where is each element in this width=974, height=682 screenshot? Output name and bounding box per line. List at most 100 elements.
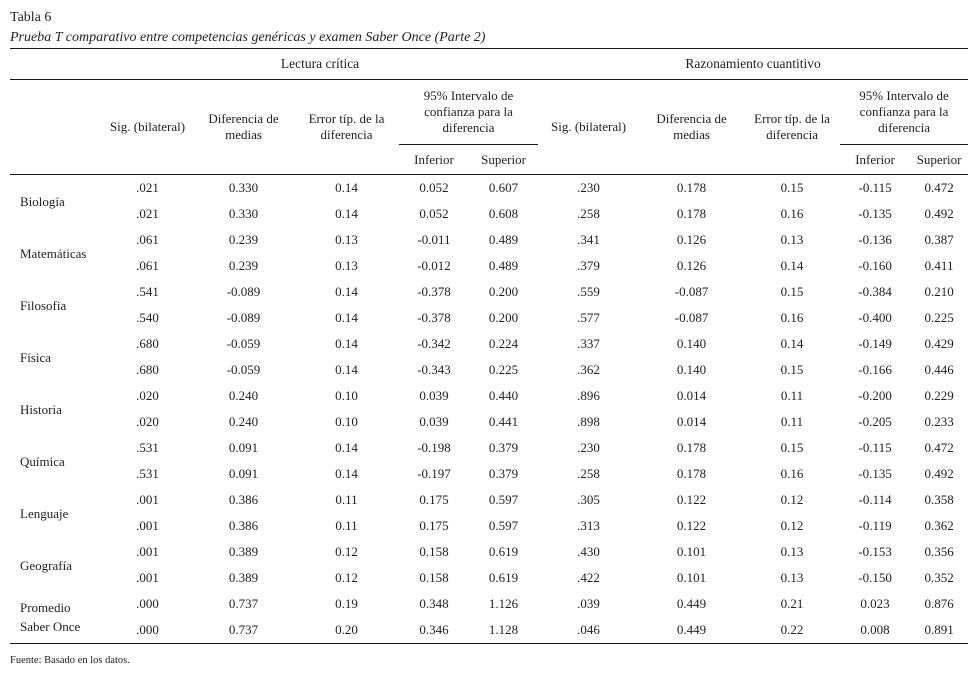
data-cell: 0.330 — [228, 180, 259, 195]
data-cell: 0.11 — [335, 492, 358, 507]
row-label: Historia — [20, 401, 62, 417]
data-cell: .305 — [577, 492, 600, 507]
data-cell: 1.128 — [469, 617, 539, 644]
subheader-row: Inferior Superior Inferior Superior — [10, 144, 969, 175]
column-header-row: Sig. (bilateral) Diferencia de medias Er… — [10, 79, 969, 175]
row-label: Biología — [20, 193, 65, 209]
data-cell: 0.607 — [488, 180, 519, 195]
group-header-row: Lectura crítica Razonamiento cuantitivo — [10, 48, 969, 80]
data-cell: 0.140 — [676, 336, 707, 351]
data-cell: -0.197 — [417, 466, 451, 481]
data-cell: 0.14 — [335, 180, 358, 195]
data-cell: 0.619 — [488, 544, 519, 559]
data-cell: .039 — [577, 596, 600, 611]
data-cell: .020 — [136, 414, 159, 429]
data-row: Promedio Saber Once .000 0.737 0.19 0.348 1.1… — [10, 591, 968, 644]
table-header: Lectura crítica Razonamiento cuantitivo … — [10, 48, 969, 175]
row-label: Química — [20, 453, 65, 469]
data-cell: 0.178 — [676, 466, 707, 481]
data-cell: 0.233 — [924, 414, 954, 429]
data-cell: .230 — [577, 180, 600, 195]
data-cell: 0.386 — [228, 492, 259, 507]
data-cell: 0.387 — [924, 232, 954, 247]
data-cell: 0.876 — [924, 596, 954, 611]
data-cell: 0.16 — [780, 310, 804, 325]
data-cell: .531 — [136, 466, 159, 481]
data-cell: 0.16 — [780, 466, 804, 481]
data-row: Matemáticas .061 0.239 0.13 -0.011 0.489 .341 0… — [10, 227, 968, 261]
data-cell: 0.008 — [840, 617, 911, 644]
data-cell: 0.379 — [488, 440, 519, 455]
data-cell: 1.126 — [488, 596, 519, 611]
data-cell: -0.059 — [226, 362, 261, 377]
data-cell: 0.200 — [488, 284, 519, 299]
data-cell: 0.178 — [676, 440, 707, 455]
data-cell: 0.489 — [488, 232, 519, 247]
data-cell: 0.158 — [419, 570, 449, 585]
data-cell: 0.472 — [924, 440, 954, 455]
data-cell: -0.205 — [858, 414, 892, 429]
data-cell: -0.087 — [674, 310, 709, 325]
data-cell: .341 — [577, 232, 600, 247]
data-row: .680 -0.059 0.14 -0.343 0.225 .362 0.140 0.15 -0… — [10, 357, 968, 383]
data-cell: 0.13 — [335, 232, 358, 247]
data-cell: -0.115 — [858, 180, 892, 195]
col-header-err-lc-label: Error típ. de la diferencia — [308, 111, 385, 142]
col-header-ci-lc: 95% Intervalo de confianza para la difer… — [399, 79, 539, 145]
data-cell: 0.441 — [488, 414, 519, 429]
data-row: Lenguaje .001 0.386 0.11 0.175 0.597 .305 0.122… — [10, 487, 968, 521]
data-cell: -0.153 — [858, 544, 892, 559]
data-cell: -0.149 — [858, 336, 892, 351]
data-cell: .061 — [136, 258, 159, 273]
col-header-err-lc: Error típ. de la diferencia — [294, 79, 399, 175]
data-cell: 0.14 — [335, 310, 358, 325]
col-header-sig-rc-label: Sig. (bilateral) — [551, 119, 627, 134]
data-cell: .001 — [136, 570, 159, 585]
data-cell: .258 — [577, 206, 600, 221]
data-cell: 0.449 — [676, 596, 707, 611]
data-cell: -0.135 — [858, 466, 892, 481]
data-cell: -0.400 — [858, 310, 892, 325]
data-cell: .001 — [136, 492, 159, 507]
data-cell: -0.160 — [858, 258, 892, 273]
data-cell: 0.225 — [924, 310, 954, 325]
data-cell: -0.200 — [858, 388, 892, 403]
col-header-sig-lc-label: Sig. (bilateral) — [109, 119, 186, 134]
data-cell: 0.240 — [228, 388, 259, 403]
data-cell: 0.389 — [228, 570, 259, 585]
data-cell: 0.362 — [924, 518, 954, 533]
data-cell: .559 — [577, 284, 600, 299]
data-cell: 0.440 — [488, 388, 519, 403]
table-number: Tabla 6 — [10, 10, 52, 25]
data-cell: 0.101 — [676, 570, 707, 585]
data-cell: .046 — [538, 617, 640, 644]
row-label: Geografía — [20, 557, 72, 573]
col-header-dif-lc: Diferencia de medias — [193, 79, 294, 175]
data-cell: 0.229 — [924, 388, 954, 403]
data-cell: 0.091 — [228, 440, 259, 455]
data-cell: -0.119 — [858, 518, 892, 533]
col-header-superior-lc: Superior — [469, 144, 539, 175]
data-cell: 0.178 — [676, 180, 707, 195]
row-label: Lenguaje — [20, 505, 69, 521]
data-cell: 0.14 — [335, 362, 358, 377]
row-label: Filosofia — [20, 297, 67, 313]
data-cell: 0.175 — [419, 492, 449, 507]
data-cell: .362 — [577, 362, 600, 377]
data-cell: 0.19 — [335, 596, 358, 611]
data-cell: .680 — [136, 362, 159, 377]
data-cell: 0.449 — [639, 617, 745, 644]
data-cell: 0.10 — [335, 388, 358, 403]
data-cell: 0.158 — [419, 544, 449, 559]
data-cell: 0.15 — [780, 362, 804, 377]
corner-cell — [10, 48, 102, 80]
data-row: .021 0.330 0.14 0.052 0.608 .258 0.178 0.16 -0.1… — [10, 201, 968, 227]
data-cell: 0.14 — [335, 206, 358, 221]
data-cell: 0.14 — [335, 466, 358, 481]
data-cell: .000 — [102, 617, 193, 644]
data-cell: 0.386 — [228, 518, 259, 533]
data-row: Geografía .001 0.389 0.12 0.158 0.619 .430 0.10… — [10, 539, 968, 573]
data-cell: 0.126 — [676, 258, 707, 273]
data-cell: 0.389 — [228, 544, 259, 559]
data-cell: 0.122 — [676, 518, 707, 533]
